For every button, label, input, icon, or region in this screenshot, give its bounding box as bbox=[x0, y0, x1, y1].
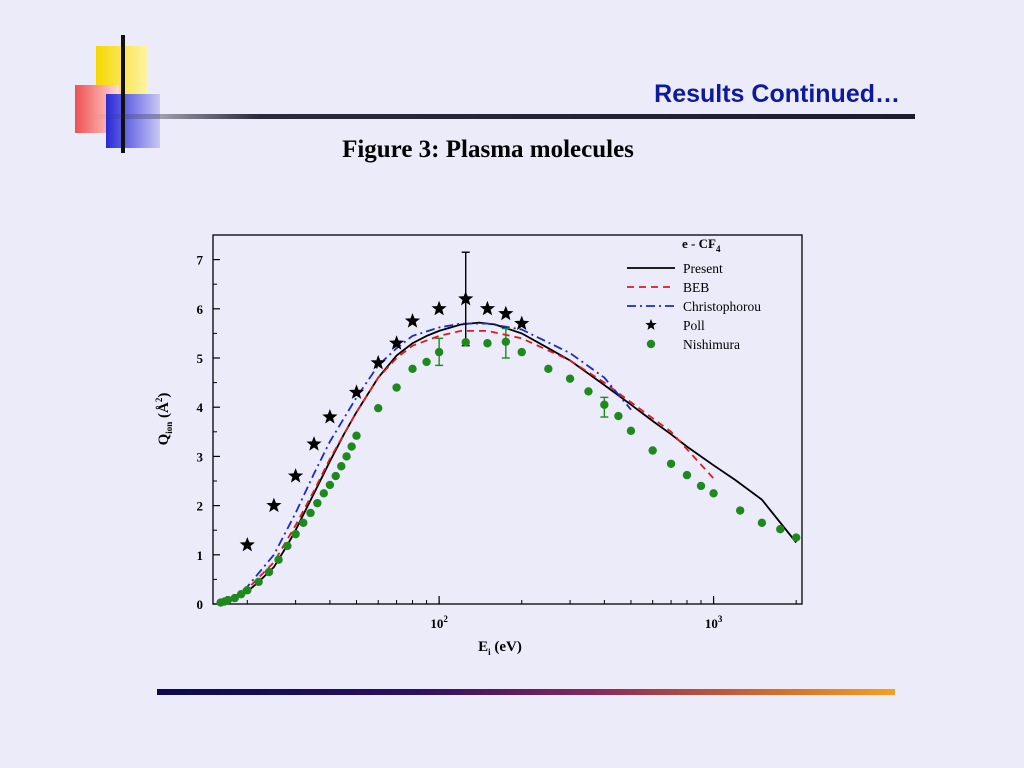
nishimura-point bbox=[319, 489, 328, 498]
poll-point bbox=[431, 300, 447, 316]
nishimura-point bbox=[306, 508, 315, 518]
poll-point bbox=[389, 335, 405, 350]
nishimura-point bbox=[776, 525, 785, 534]
slide-title: Results Continued… bbox=[654, 80, 900, 108]
nishimura-point bbox=[274, 555, 283, 564]
nishimura-point bbox=[434, 347, 444, 357]
y-tick-label: 0 bbox=[197, 597, 204, 612]
nishimura-point bbox=[230, 593, 239, 603]
nishimura-point bbox=[791, 533, 801, 542]
nishimura-point bbox=[223, 595, 233, 605]
nishimura-point bbox=[682, 470, 692, 480]
nishimura-point bbox=[544, 364, 553, 374]
beb-line bbox=[220, 330, 715, 605]
y-tick-label: 3 bbox=[197, 449, 204, 464]
y-tick-label: 2 bbox=[197, 499, 204, 514]
axes-ticks: 0 1 2 3 4 5 6 7 102 103 bbox=[197, 253, 797, 631]
nishimura-point bbox=[352, 431, 361, 440]
nishimura-point bbox=[291, 529, 300, 539]
legend-present-label: Present bbox=[683, 261, 723, 276]
x-tick-label: 102 bbox=[430, 614, 448, 631]
nishimura-point bbox=[313, 498, 322, 508]
poll-point bbox=[514, 315, 530, 330]
legend-title: e - CF4 bbox=[682, 236, 721, 254]
poll-point bbox=[370, 354, 386, 370]
nishimura-point bbox=[696, 481, 706, 491]
x-axis-label: Ei (eV) bbox=[478, 639, 522, 657]
nishimura-point bbox=[626, 426, 636, 436]
nishimura-point bbox=[392, 383, 401, 392]
legend-poll-swatch bbox=[645, 319, 657, 330]
nishimura-point bbox=[236, 589, 246, 599]
nishimura-point bbox=[422, 357, 431, 367]
nishimura-point bbox=[325, 480, 335, 490]
nishimura-point bbox=[709, 489, 718, 498]
legend-nishimura-label: Nishimura bbox=[683, 337, 740, 352]
nishimura-point bbox=[614, 411, 623, 421]
y-tick-label: 7 bbox=[197, 253, 204, 268]
legend-beb-label: BEB bbox=[683, 280, 709, 295]
christophorou-line bbox=[227, 322, 632, 603]
plot-frame bbox=[212, 234, 803, 605]
poll-point bbox=[458, 291, 474, 306]
nishimura-point bbox=[347, 442, 356, 451]
ionization-cross-section-chart: 0 1 2 3 4 5 6 7 102 103 e - CF4 Present BEB Christop… bbox=[154, 234, 803, 657]
nishimura-point bbox=[517, 347, 526, 357]
nishimura-point bbox=[374, 403, 383, 413]
nishimura-point bbox=[243, 586, 252, 595]
poll-point bbox=[404, 313, 421, 328]
nishimura-point bbox=[299, 518, 308, 528]
poll-point bbox=[288, 468, 304, 483]
nishimura-point bbox=[337, 462, 346, 471]
y-axis-label: Qion (Å2) bbox=[154, 393, 174, 446]
poll-point bbox=[348, 384, 365, 399]
nishimura-point bbox=[757, 518, 767, 528]
nishimura-point bbox=[735, 506, 745, 515]
nishimura-point bbox=[666, 459, 676, 468]
nishimura-point bbox=[283, 541, 292, 551]
poll-point bbox=[266, 497, 282, 513]
nishimura-point bbox=[565, 374, 575, 383]
legend-nishimura-swatch bbox=[646, 339, 656, 349]
y-tick-label: 1 bbox=[197, 548, 204, 563]
y-tick-label: 6 bbox=[197, 302, 204, 317]
poll-point bbox=[498, 305, 514, 321]
nishimura-point bbox=[461, 338, 470, 347]
nishimura-point bbox=[584, 387, 593, 396]
series-markers bbox=[216, 251, 801, 607]
y-tick-label: 4 bbox=[197, 400, 204, 415]
y-tick-label: 5 bbox=[197, 351, 204, 366]
poll-point bbox=[479, 300, 496, 316]
logo-vertical-line bbox=[121, 35, 125, 153]
poll-point bbox=[322, 409, 338, 424]
nishimura-point bbox=[264, 567, 274, 577]
legend: e - CF4 Present BEB Christophorou Poll Nishim… bbox=[627, 236, 761, 352]
nishimura-point bbox=[600, 400, 609, 409]
figure-caption: Figure 3: Plasma molecules bbox=[342, 136, 634, 163]
series-lines bbox=[220, 321, 797, 605]
nishimura-point bbox=[648, 446, 657, 455]
legend-poll-label: Poll bbox=[683, 318, 705, 333]
legend-christophorou-label: Christophorou bbox=[683, 299, 761, 314]
poll-point bbox=[239, 537, 255, 552]
nishimura-point bbox=[342, 452, 351, 461]
nishimura-point bbox=[483, 339, 492, 348]
nishimura-point bbox=[331, 471, 340, 481]
present-line bbox=[220, 321, 797, 605]
nishimura-point bbox=[501, 337, 511, 346]
poll-point bbox=[306, 436, 322, 451]
title-divider bbox=[95, 114, 915, 119]
nishimura-point bbox=[408, 364, 417, 374]
x-tick-label: 103 bbox=[705, 614, 723, 631]
bottom-divider bbox=[157, 689, 895, 695]
logo-blue-square bbox=[106, 94, 160, 148]
nishimura-point bbox=[254, 577, 263, 587]
